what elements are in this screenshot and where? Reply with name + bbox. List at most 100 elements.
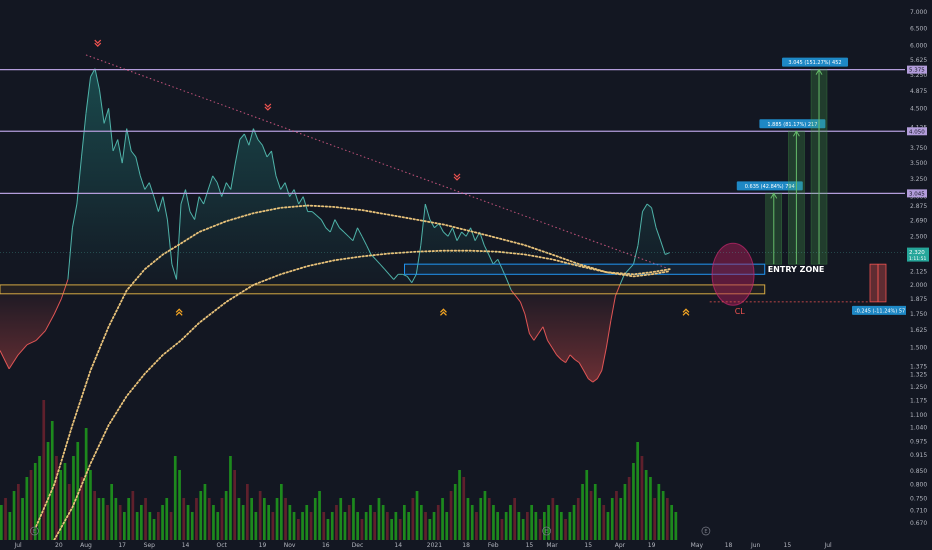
volume-bar (309, 512, 313, 540)
level-price-tag: 5.375 (909, 68, 925, 74)
volume-bar (157, 512, 160, 540)
y-tick-label: 3.250 (910, 176, 927, 183)
volume-bar (21, 498, 24, 540)
volume-bar (674, 512, 678, 540)
volume-bar (526, 512, 529, 540)
descending-trendline[interactable] (85, 54, 670, 270)
price-line-segment (592, 378, 598, 383)
y-tick-label: 1.500 (910, 345, 927, 352)
volume-bar (173, 456, 177, 540)
volume-bar (453, 484, 457, 540)
price-line-segment (325, 227, 331, 233)
volume-bar (148, 512, 152, 540)
x-tick-label: Mar (546, 542, 558, 549)
y-tick-label: 1.625 (910, 327, 927, 334)
volume-bar (462, 477, 466, 540)
x-tick-label: 18 (725, 542, 733, 549)
price-line-segment (76, 156, 82, 205)
price-line-segment (406, 276, 413, 283)
volume-bar (326, 519, 330, 540)
target-label-bg (759, 119, 826, 129)
entry-zone[interactable] (404, 263, 766, 275)
volume-bar (216, 512, 220, 540)
volume-bar (585, 470, 589, 540)
sell-signal-chevron (94, 39, 102, 47)
price-line-segment (171, 264, 177, 280)
price-line-segment (271, 150, 277, 176)
volume-bar (449, 491, 453, 540)
price-line-segment (384, 268, 390, 275)
volume-bar (415, 491, 419, 540)
volume-bar (560, 512, 563, 540)
volume-bar (140, 505, 143, 540)
price-line-segment (583, 370, 589, 379)
x-tick-label: Dec (352, 542, 364, 549)
volume-bar (97, 498, 101, 540)
price-line-segment (574, 359, 580, 364)
chevron-down-icon (453, 173, 461, 178)
y-tick-label: 0.800 (910, 481, 927, 488)
y-tick-label: 1.875 (910, 296, 927, 303)
price-line-segment (280, 182, 286, 190)
price-line-segment (605, 320, 612, 348)
y-axis[interactable]: 7.0006.5006.0005.6255.2504.8754.5004.125… (906, 0, 932, 540)
price-line-segment (352, 227, 358, 241)
volume-bar (369, 505, 372, 540)
volume-bar (50, 421, 54, 540)
price-line-segment (488, 254, 494, 265)
y-tick-label: 4.875 (910, 88, 927, 95)
volume-bar (644, 470, 648, 540)
volume-bar (360, 519, 364, 540)
current-price-tag-bg (907, 247, 929, 262)
volume-bar (598, 498, 601, 540)
support-zone[interactable] (0, 284, 766, 295)
event-marker-icon[interactable] (30, 526, 39, 536)
price-line-segment (103, 108, 110, 124)
chevron-up-icon (175, 308, 183, 313)
price-line-segment (144, 182, 150, 190)
volume-bar (619, 498, 623, 540)
y-tick-label: 0.975 (910, 438, 927, 445)
volume-bar (106, 505, 109, 540)
price-line-segment (470, 227, 476, 241)
volume-bar (606, 512, 610, 540)
volume-bar (101, 498, 105, 540)
sell-signal-chevron (264, 103, 272, 111)
price-line-segment (162, 196, 168, 220)
price-line-segment (402, 273, 408, 277)
price-line-segment (8, 354, 19, 370)
volume-bar (390, 519, 393, 540)
y-tick-label: 2.690 (910, 217, 927, 224)
volume-bar (623, 484, 627, 540)
price-line-segment (560, 359, 566, 364)
volume-bar (17, 484, 20, 540)
volume-bar (470, 505, 474, 540)
event-marker-icon[interactable] (542, 526, 551, 536)
volume-bar (347, 505, 351, 540)
volume-bar (330, 512, 334, 540)
price-line-segment (348, 235, 354, 242)
x-axis[interactable]: Jul 20 Aug 17 Sep 14 Oct 19 Nov 16 Dec 14 2021 18 Feb 1… (0, 540, 932, 550)
y-tick-label: 2.875 (910, 203, 927, 210)
price-line-segment (26, 339, 37, 346)
x-tick-label: Jul (823, 542, 832, 549)
price-line-segment (99, 89, 105, 124)
price-line-segment (510, 290, 517, 297)
price-line-segment (203, 189, 209, 205)
price-line-segment (528, 333, 535, 341)
price-line-segment (316, 215, 322, 220)
price-line-segment (67, 227, 73, 280)
target-label: 3.045 (151.27%) 452 (788, 60, 841, 66)
price-line-segment (157, 196, 164, 212)
volume-bar (29, 470, 33, 540)
volume-bar (258, 491, 262, 540)
event-marker-icon[interactable] (701, 526, 711, 536)
moving-average-slow (53, 249, 671, 541)
current-price-tag: 2.320 (909, 250, 925, 256)
volume-bar (280, 484, 283, 540)
volume-bar (632, 463, 635, 540)
y-tick-label: 5.625 (910, 57, 927, 64)
volume-bar (538, 519, 542, 540)
price-line-segment (108, 108, 114, 152)
